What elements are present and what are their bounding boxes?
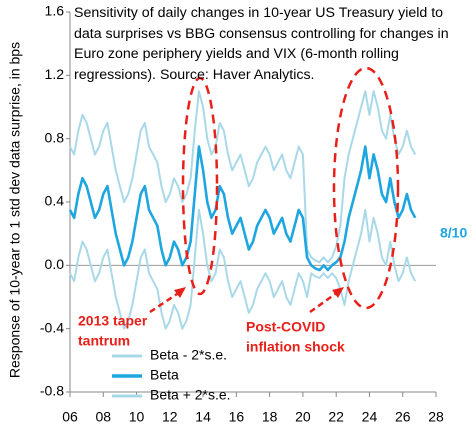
y-tick-label: 1.6 bbox=[45, 3, 65, 19]
arrow bbox=[149, 290, 181, 314]
x-tick-label: 14 bbox=[195, 409, 211, 425]
x-tick-label: 10 bbox=[129, 409, 145, 425]
x-tick-label: 16 bbox=[229, 409, 245, 425]
x-tick-label: 12 bbox=[162, 409, 178, 425]
annotation: 8/10 bbox=[440, 225, 467, 241]
y-tick-label: -0.8 bbox=[40, 383, 64, 399]
y-tick-label: -0.4 bbox=[40, 319, 64, 335]
highlight-ellipse bbox=[332, 66, 400, 310]
x-tick-label: 06 bbox=[62, 409, 78, 425]
arrow-head bbox=[332, 287, 344, 298]
x-tick-label: 20 bbox=[295, 409, 311, 425]
annotation: tantrum bbox=[78, 333, 130, 349]
y-tick-label: 0.4 bbox=[45, 193, 65, 209]
arrow bbox=[309, 290, 339, 314]
legend-label: Beta bbox=[150, 367, 179, 383]
arrow-head bbox=[174, 287, 186, 298]
x-tick-label: 28 bbox=[428, 409, 444, 425]
series-line bbox=[69, 208, 417, 330]
series-line bbox=[68, 145, 417, 272]
chart-title: Sensitivity of daily changes in 10-year … bbox=[74, 5, 449, 83]
y-tick-label: 0.8 bbox=[45, 129, 65, 145]
highlight-ellipse bbox=[181, 76, 219, 296]
x-tick-label: 22 bbox=[328, 409, 344, 425]
legend-label: Beta + 2*s.e. bbox=[150, 387, 231, 403]
y-tick-label: 1.2 bbox=[45, 66, 65, 82]
y-tick-label: 0.0 bbox=[45, 256, 65, 272]
plot-area: -0.8 -0.4 0.0 0.4 0.8 1.2 1.6 06 08 10 12 14 16 18 20 2… bbox=[40, 3, 444, 425]
x-tick-label: 18 bbox=[262, 409, 278, 425]
x-tick-label: 26 bbox=[395, 409, 411, 425]
x-tick-label: 24 bbox=[362, 409, 378, 425]
x-tick-label: 08 bbox=[95, 409, 111, 425]
legend-label: Beta - 2*s.e. bbox=[150, 347, 227, 363]
series-line bbox=[69, 90, 417, 264]
y-axis-label: Response of 10-year to 1 std dev data su… bbox=[7, 42, 23, 378]
annotation: 2013 taper bbox=[78, 313, 148, 329]
annotation: Post-COVID bbox=[246, 319, 325, 335]
annotation: inflation shock bbox=[246, 339, 345, 355]
